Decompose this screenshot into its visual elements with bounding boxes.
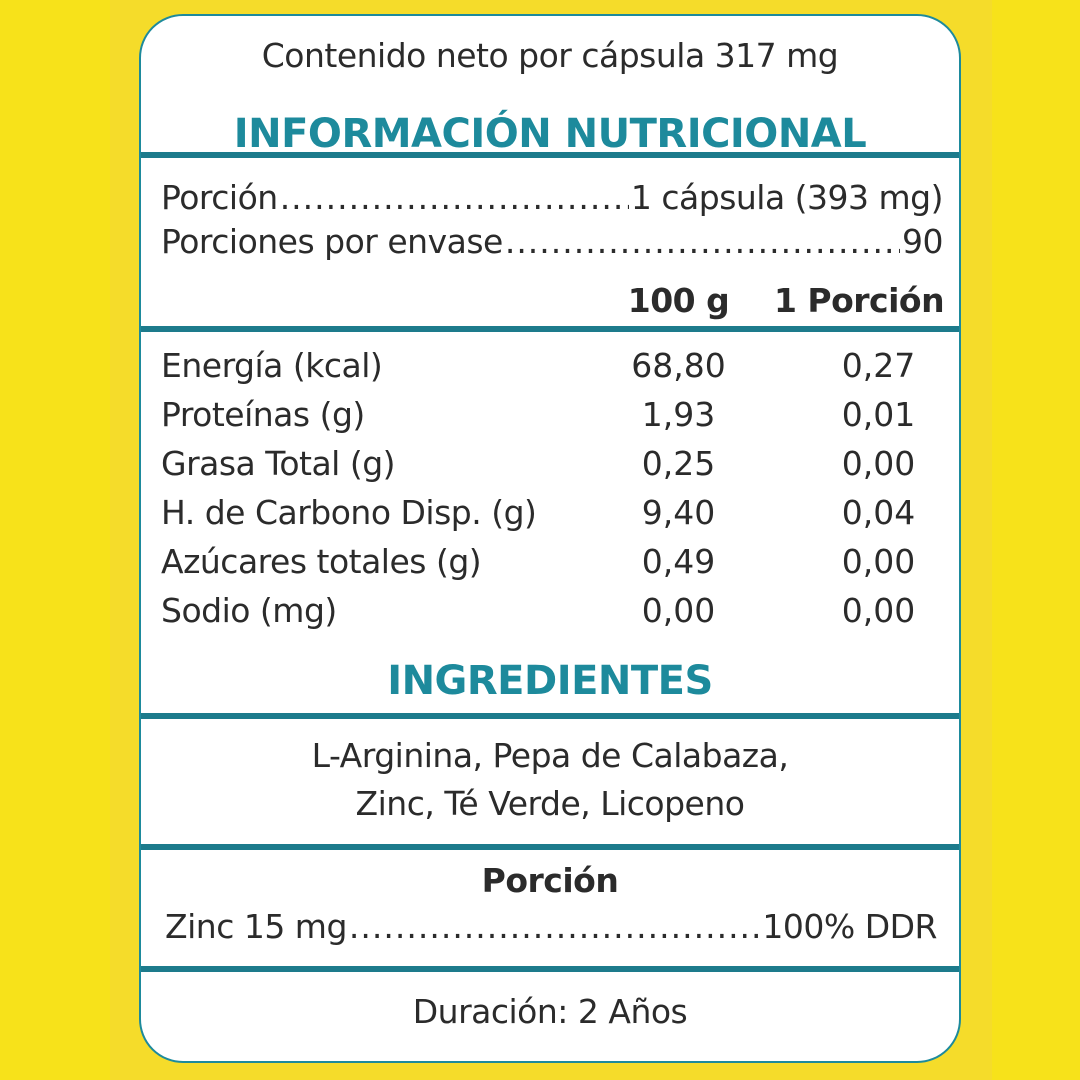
nutrient-value-portion: 0,00	[841, 444, 916, 483]
nutrient-row: Grasa Total (g) 0,25 0,00	[161, 442, 941, 486]
divider	[141, 713, 959, 719]
portion-value: 1 cápsula (393 mg)	[630, 178, 944, 217]
background-left-strip	[0, 0, 110, 1080]
divider	[141, 152, 959, 158]
nutrient-label: Proteínas (g)	[161, 395, 365, 434]
net-content-text: Contenido neto por cápsula 317 mg	[261, 36, 839, 75]
ingredients-line-2: Zinc, Té Verde, Licopeno	[355, 784, 745, 823]
nutrient-value-100g: 0,25	[641, 444, 716, 483]
nutrition-title: INFORMACIÓN NUTRICIONAL	[233, 111, 867, 157]
divider	[141, 966, 959, 972]
divider	[141, 844, 959, 850]
servings-label: Porciones por envase	[161, 222, 503, 261]
nutrient-label: Grasa Total (g)	[161, 444, 396, 483]
dot-leader	[505, 222, 900, 262]
nutrient-value-100g: 0,49	[641, 542, 716, 581]
nutrient-value-100g: 0,00	[641, 591, 716, 630]
nutrient-row: Azúcares totales (g) 0,49 0,00	[161, 540, 941, 584]
zinc-value: 100% DDR	[762, 907, 937, 946]
nutrient-value-100g: 1,93	[641, 395, 716, 434]
nutrient-value-portion: 0,00	[841, 591, 916, 630]
nutrient-row: Sodio (mg) 0,00 0,00	[161, 589, 941, 633]
servings-row: Porciones por envase 90	[161, 222, 944, 262]
nutrient-label: Energía (kcal)	[161, 346, 383, 385]
column-header-100g: 100 g	[627, 281, 730, 320]
zinc-label: Zinc 15 mg	[165, 907, 347, 946]
nutrient-value-portion: 0,00	[841, 542, 916, 581]
nutrition-label-card: Contenido neto por cápsula 317 mg INFORM…	[139, 14, 961, 1063]
nutrient-row: Proteínas (g) 1,93 0,01	[161, 393, 941, 437]
nutrient-value-100g: 9,40	[641, 493, 716, 532]
servings-value: 90	[902, 222, 944, 261]
nutrient-value-100g: 68,80	[631, 346, 726, 385]
duration-text: Duración: 2 Años	[412, 992, 688, 1031]
column-header-portion: 1 Porción	[773, 281, 945, 320]
portion-row: Porción 1 cápsula (393 mg)	[161, 178, 944, 218]
nutrient-value-portion: 0,01	[841, 395, 916, 434]
nutrient-label: Azúcares totales (g)	[161, 542, 482, 581]
divider	[141, 326, 959, 332]
nutrient-row: H. de Carbono Disp. (g) 9,40 0,04	[161, 491, 941, 535]
ingredients-title: INGREDIENTES	[387, 658, 713, 704]
nutrient-row: Energía (kcal) 68,80 0,27	[161, 344, 941, 388]
dot-leader	[349, 907, 761, 947]
portion-label: Porción	[161, 178, 278, 217]
background-right-strip	[992, 0, 1080, 1080]
nutrient-value-portion: 0,04	[841, 493, 916, 532]
zinc-row: Zinc 15 mg 100% DDR	[165, 907, 937, 947]
nutrient-value-portion: 0,27	[841, 346, 916, 385]
dot-leader	[280, 178, 629, 218]
portion-box-title: Porción	[481, 861, 619, 900]
ingredients-line-1: L-Arginina, Pepa de Calabaza,	[311, 736, 789, 775]
nutrient-label: Sodio (mg)	[161, 591, 337, 630]
nutrient-label: H. de Carbono Disp. (g)	[161, 493, 537, 532]
